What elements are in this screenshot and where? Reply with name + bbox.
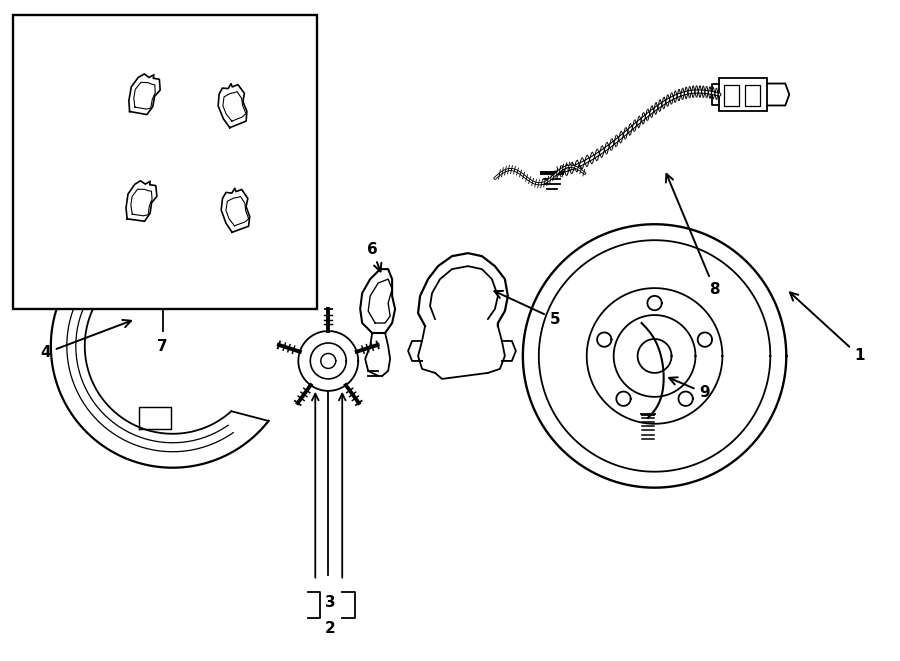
Text: 6: 6 [367,242,382,272]
Bar [724,85,740,106]
Bar [719,77,768,112]
Text: 7: 7 [158,340,168,354]
Bar [745,85,760,106]
Text: 8: 8 [666,174,720,297]
Text: 2: 2 [325,621,336,636]
Bar [13,15,318,309]
Text: 3: 3 [325,595,336,610]
Text: 9: 9 [669,377,710,401]
Text: 5: 5 [494,291,560,327]
Text: 1: 1 [790,292,865,364]
Text: 4: 4 [40,320,131,360]
